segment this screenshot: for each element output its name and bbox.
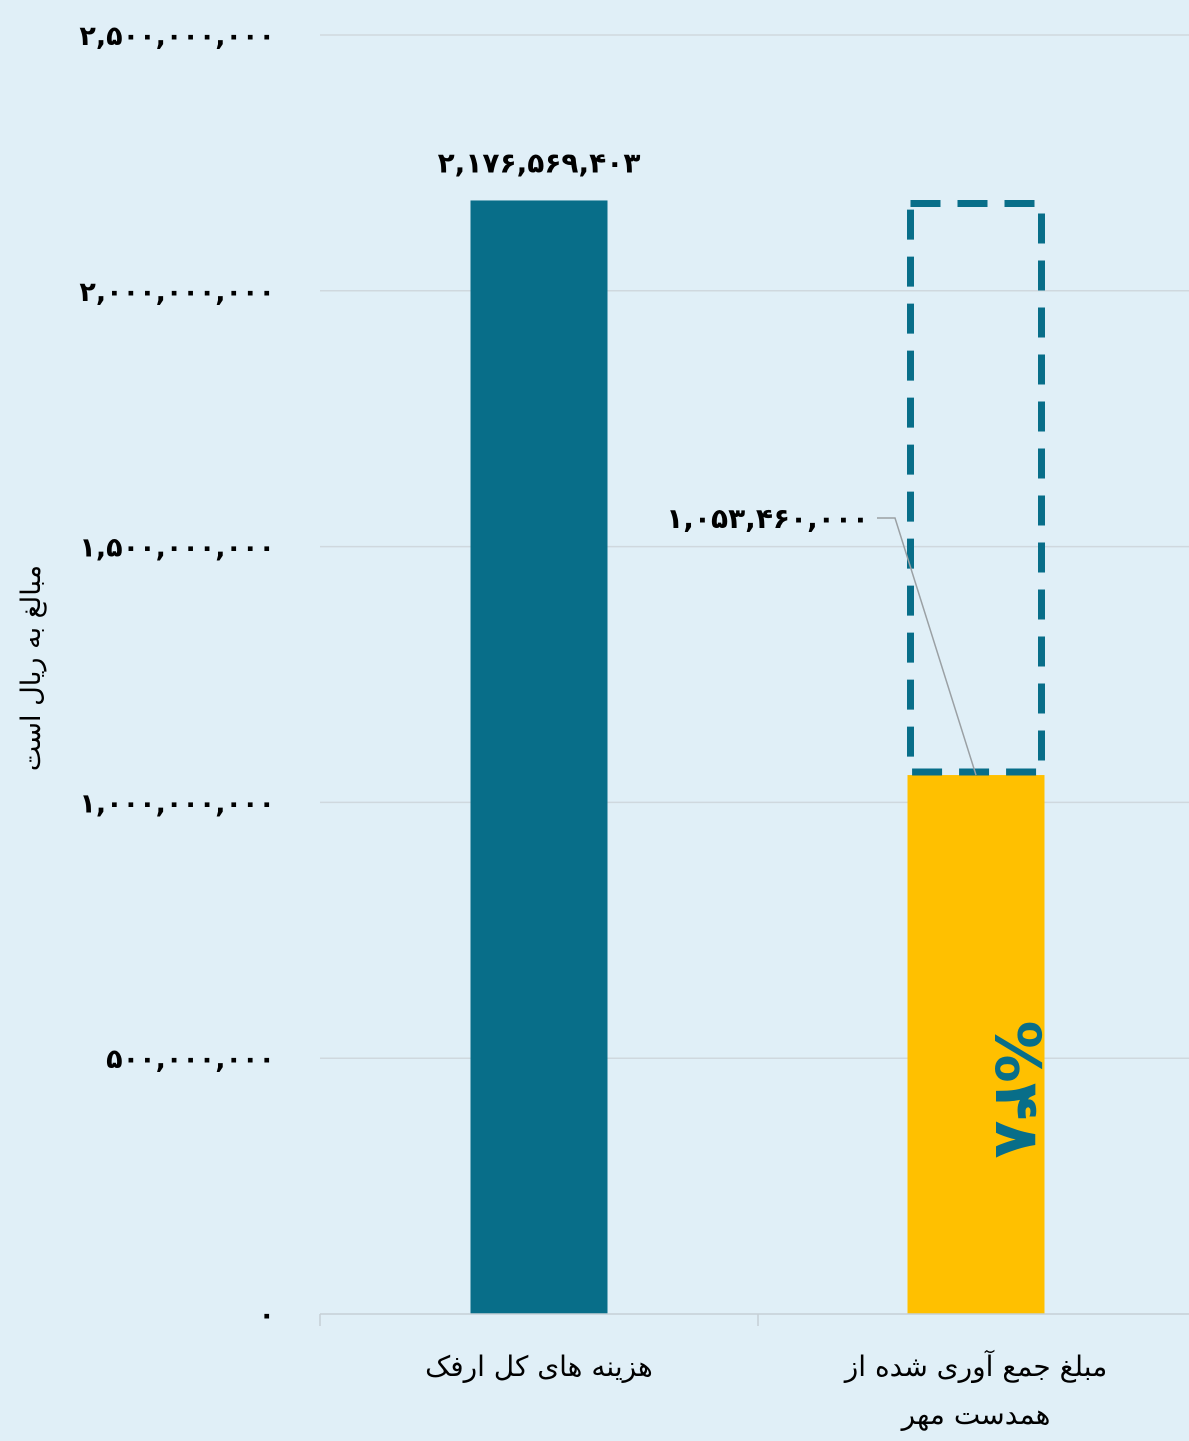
data-label: ۱,۰۵۳,۴۶۰,۰۰۰ — [666, 502, 869, 535]
gridlines — [320, 34, 1189, 1059]
data-label: ۲,۱۷۶,۵۶۹,۴۰۳ — [438, 146, 641, 179]
x-axis: هزینه های کل ارفک مبلغ جمع آوری شده از همد… — [319, 1313, 1189, 1431]
target-outline — [907, 199, 1045, 776]
y-tick-label: ۲,۰۰۰,۰۰۰,۰۰۰ — [79, 277, 275, 308]
y-tick-label: ۱,۰۰۰,۰۰۰,۰۰۰ — [79, 788, 275, 819]
bars: ۲,۱۷۶,۵۶۹,۴۰۳ ۱,۰۵۳,۴۶۰,۰۰۰ %۴۸ — [438, 146, 1054, 1315]
y-tick-label: ۱,۵۰۰,۰۰۰,۰۰۰ — [79, 533, 275, 564]
bar — [907, 775, 1045, 1314]
bar — [470, 200, 608, 1315]
y-tick-label: ۰ — [259, 1300, 275, 1331]
y-axis-title: مبالغ به ریال است — [16, 565, 47, 771]
x-category-label: همدست مهر — [900, 1398, 1051, 1431]
y-tick-label: ۲,۵۰۰,۰۰۰,۰۰۰ — [79, 21, 275, 52]
share-percent-label: %۴۸ — [981, 1021, 1054, 1159]
x-category-label: هزینه های کل ارفک — [425, 1350, 653, 1383]
y-tick-label: ۵۰۰,۰۰۰,۰۰۰ — [106, 1044, 275, 1075]
x-category-label: مبلغ جمع آوری شده از — [843, 1350, 1108, 1383]
y-axis: ۰ ۵۰۰,۰۰۰,۰۰۰ ۱,۰۰۰,۰۰۰,۰۰۰ ۱,۵۰۰,۰۰۰,۰۰۰ ۲,… — [79, 21, 275, 1331]
data-label-leader — [877, 517, 977, 776]
